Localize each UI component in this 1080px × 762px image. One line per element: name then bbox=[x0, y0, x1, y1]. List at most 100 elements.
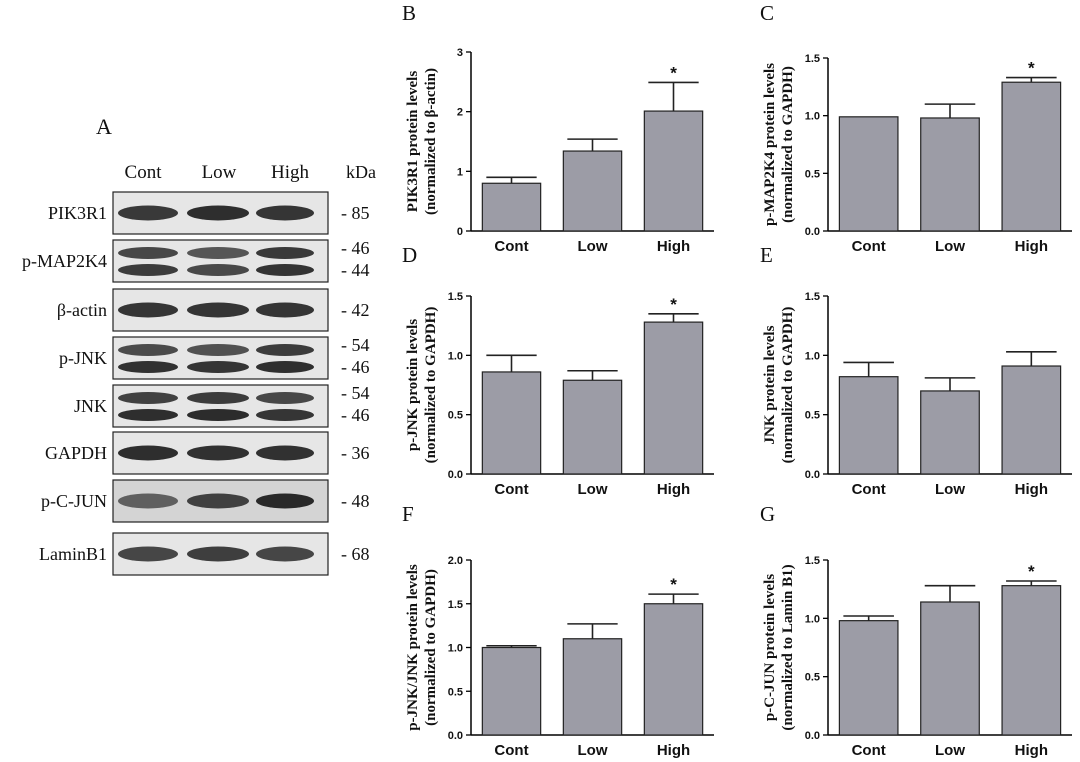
x-tick-label: Low bbox=[935, 238, 965, 255]
y-tick-label: 1.5 bbox=[448, 291, 463, 303]
bar bbox=[562, 150, 623, 232]
panel-letter: E bbox=[760, 243, 773, 267]
x-tick-label: Cont bbox=[494, 238, 528, 255]
y-axis-label-line: p-JNK/JNK protein levels bbox=[405, 564, 421, 731]
bar bbox=[920, 117, 980, 232]
x-tick-label: Low bbox=[935, 742, 965, 759]
y-axis-label-line: p-JNK protein levels bbox=[405, 319, 421, 451]
panel-letter: D bbox=[402, 243, 417, 267]
panel-letter: A bbox=[96, 114, 112, 139]
bar bbox=[562, 638, 623, 736]
protein-label: JNK bbox=[74, 396, 107, 416]
y-tick-label: 0.0 bbox=[805, 730, 820, 742]
y-axis-label-line: JNK protein levels bbox=[762, 325, 778, 444]
significance-mark: * bbox=[670, 295, 677, 314]
bar-chart-panel: F 0.0 0.5 1.0 1.5 2.0 p-JNK/JNK protein levels… bbox=[402, 502, 714, 759]
y-tick-label: 1.5 bbox=[448, 599, 463, 611]
y-tick-label: 0.5 bbox=[805, 410, 820, 422]
bar bbox=[481, 646, 542, 736]
y-tick-label: 0.0 bbox=[448, 469, 463, 481]
protein-label: p-C-JUN bbox=[41, 491, 107, 511]
bar bbox=[838, 116, 899, 232]
x-tick-label: Cont bbox=[852, 238, 886, 255]
panel-letter: F bbox=[402, 502, 414, 526]
band bbox=[118, 302, 178, 318]
y-axis-label-line: (normalized to Lamin B1) bbox=[780, 564, 796, 730]
band bbox=[256, 264, 314, 276]
blot-row: p-C-JUN - 48 bbox=[41, 479, 370, 523]
band bbox=[256, 409, 314, 421]
marker-label: - 46 bbox=[341, 357, 370, 377]
bar bbox=[920, 390, 980, 475]
y-axis-label: JNK protein levels (normalized to GAPDH) bbox=[762, 307, 796, 464]
band bbox=[187, 302, 249, 318]
marker-label: - 54 bbox=[341, 383, 370, 403]
x-tick-label: Low bbox=[578, 481, 608, 498]
x-tick-label: High bbox=[657, 238, 690, 255]
band bbox=[256, 205, 314, 221]
y-axis-label-line: p-C-JUN protein levels bbox=[762, 574, 778, 721]
band bbox=[187, 546, 249, 562]
band bbox=[187, 493, 249, 509]
panel-letter: C bbox=[760, 1, 774, 25]
band bbox=[256, 302, 314, 318]
y-axis-label: p-C-JUN protein levels (normalized to Lam… bbox=[762, 564, 796, 730]
bar bbox=[1001, 585, 1062, 736]
band bbox=[118, 344, 178, 356]
y-tick-label: 2 bbox=[457, 107, 463, 119]
x-tick-label: High bbox=[1015, 481, 1048, 498]
band bbox=[118, 247, 178, 259]
y-tick-label: 0.0 bbox=[805, 469, 820, 481]
bar-chart-panel: B 0 1 2 3 PIK3R1 protein levels (normalized to… bbox=[402, 1, 714, 255]
x-tick-label: Low bbox=[578, 742, 608, 759]
y-axis-label: p-MAP2K4 protein levels (normalized to GA… bbox=[762, 63, 796, 226]
band bbox=[118, 493, 178, 509]
y-tick-label: 1.0 bbox=[448, 643, 463, 655]
lane-label: High bbox=[271, 162, 310, 183]
panel-letter: G bbox=[760, 502, 775, 526]
blot-row: GAPDH - 36 bbox=[45, 431, 370, 475]
significance-mark: * bbox=[1028, 562, 1035, 581]
bar bbox=[643, 321, 704, 475]
marker-label: - 44 bbox=[341, 260, 370, 280]
y-axis-label-line: PIK3R1 protein levels bbox=[405, 71, 421, 213]
band bbox=[118, 392, 178, 404]
band bbox=[118, 361, 178, 373]
bar-chart-panel: E 0.0 0.5 1.0 1.5 JNK protein levels (normaliz… bbox=[760, 243, 1072, 498]
band bbox=[187, 392, 249, 404]
blot-row: PIK3R1 - 85 bbox=[48, 191, 370, 235]
x-tick-label: High bbox=[1015, 742, 1048, 759]
marker-label: - 46 bbox=[341, 405, 370, 425]
y-axis-label-line: (normalized to GAPDH) bbox=[423, 307, 439, 464]
y-tick-label: 0.0 bbox=[448, 730, 463, 742]
y-tick-label: 0.0 bbox=[805, 226, 820, 238]
blot-row: p-JNK - 54- 46 bbox=[59, 335, 370, 380]
y-tick-label: 2.0 bbox=[448, 555, 463, 567]
bar-chart-panel: G 0.0 0.5 1.0 1.5 p-C-JUN protein levels (norm… bbox=[760, 502, 1072, 759]
band bbox=[187, 247, 249, 259]
x-tick-label: Cont bbox=[852, 742, 886, 759]
band bbox=[118, 205, 178, 221]
bar bbox=[643, 603, 704, 736]
y-axis-label: p-JNK protein levels (normalized to GAPDH… bbox=[405, 307, 439, 464]
significance-mark: * bbox=[670, 575, 677, 594]
protein-label: PIK3R1 bbox=[48, 203, 107, 223]
band bbox=[256, 344, 314, 356]
y-tick-label: 1 bbox=[457, 166, 463, 178]
x-tick-label: Cont bbox=[494, 742, 528, 759]
protein-label: β-actin bbox=[57, 300, 107, 320]
panel-letter: B bbox=[402, 1, 416, 25]
band bbox=[256, 445, 314, 461]
significance-mark: * bbox=[1028, 59, 1035, 78]
lane-label: Cont bbox=[125, 162, 163, 183]
y-tick-label: 0.5 bbox=[448, 686, 463, 698]
blot-row: p-MAP2K4 - 46- 44 bbox=[22, 238, 370, 283]
y-tick-label: 1.0 bbox=[448, 350, 463, 362]
y-tick-label: 0.5 bbox=[448, 410, 463, 422]
band bbox=[118, 445, 178, 461]
x-tick-label: Low bbox=[578, 238, 608, 255]
band bbox=[187, 361, 249, 373]
y-axis-label-line: (normalized to GAPDH) bbox=[780, 307, 796, 464]
bar bbox=[1001, 365, 1062, 475]
